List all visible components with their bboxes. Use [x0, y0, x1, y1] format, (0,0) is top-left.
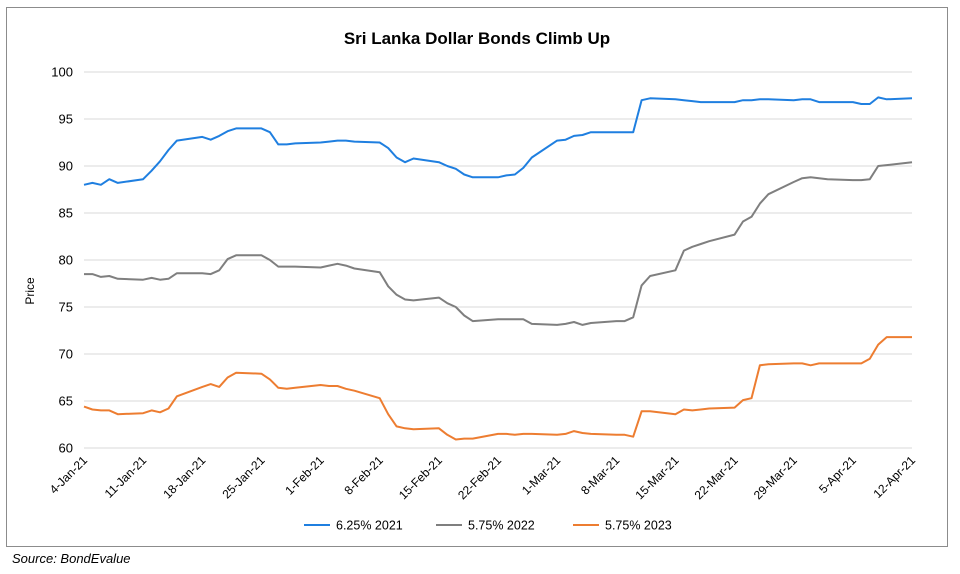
x-tick-label: 22-Mar-21: [692, 453, 741, 502]
chart-title: Sri Lanka Dollar Bonds Climb Up: [344, 29, 610, 48]
y-tick-label: 60: [59, 441, 73, 456]
x-tick-label: 12-Apr-21: [870, 453, 918, 501]
x-tick-label: 1-Feb-21: [282, 453, 327, 498]
x-tick-label: 4-Jan-21: [47, 453, 91, 497]
x-tick-label: 15-Mar-21: [633, 453, 682, 502]
gridlines: [84, 71, 912, 449]
y-axis-ticks: 60 65 70 75 80 85 90 95 100: [51, 65, 73, 456]
line-chart: Sri Lanka Dollar Bonds Climb Up Price 60…: [23, 29, 919, 533]
y-tick-label: 90: [59, 159, 73, 174]
y-tick-label: 85: [59, 206, 73, 221]
chart-frame: Sri Lanka Dollar Bonds Climb Up Price 60…: [6, 7, 948, 547]
x-tick-label: 1-Mar-21: [519, 453, 564, 498]
y-tick-label: 75: [59, 300, 73, 315]
x-tick-label: 11-Jan-21: [102, 453, 150, 501]
x-tick-label: 15-Feb-21: [396, 453, 445, 502]
x-tick-label: 18-Jan-21: [160, 453, 208, 501]
series-line-2: [84, 161, 913, 326]
series-line-1: [83, 96, 913, 186]
x-tick-label: 8-Feb-21: [341, 453, 386, 498]
x-tick-label: 8-Mar-21: [578, 453, 623, 498]
x-tick-label: 22-Feb-21: [455, 453, 504, 502]
x-tick-label: 5-Apr-21: [816, 453, 859, 496]
source-note: Source: BondEvalue: [12, 551, 131, 566]
y-tick-label: 80: [59, 253, 73, 268]
y-tick-label: 70: [59, 347, 73, 362]
y-axis-label: Price: [23, 277, 37, 305]
y-tick-label: 100: [51, 65, 73, 80]
legend-label: 5.75% 2022: [468, 519, 535, 533]
legend: 6.25% 2021 5.75% 2022 5.75% 2023: [304, 519, 672, 533]
x-axis-ticks: 4-Jan-21 11-Jan-21 18-Jan-21 25-Jan-21 1-Feb…: [47, 453, 919, 502]
series-lines: [83, 96, 913, 441]
x-tick-label: 29-Mar-21: [751, 453, 800, 502]
y-tick-label: 95: [59, 112, 73, 127]
legend-label: 6.25% 2021: [336, 519, 403, 533]
series-line-3: [83, 336, 912, 441]
y-tick-label: 65: [59, 394, 73, 409]
x-tick-label: 25-Jan-21: [219, 453, 267, 501]
legend-label: 5.75% 2023: [605, 519, 672, 533]
